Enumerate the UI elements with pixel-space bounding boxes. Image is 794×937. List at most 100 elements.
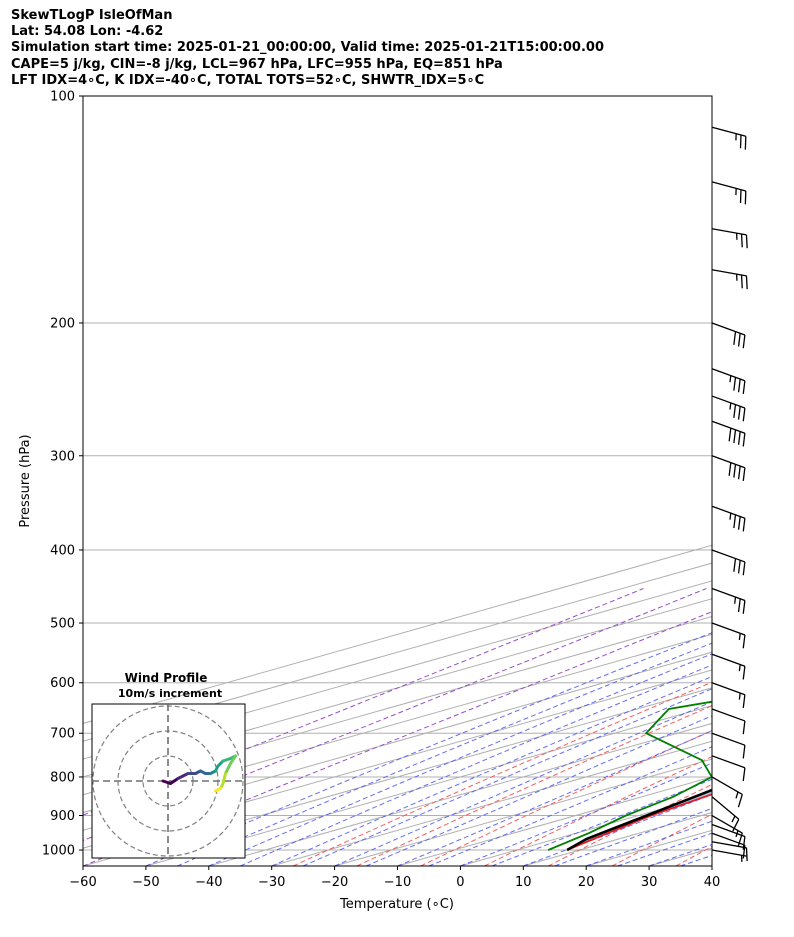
isotherm-line: [271, 740, 712, 866]
barb-half-flag: [738, 692, 741, 700]
barb-half-flag: [734, 597, 737, 604]
x-axis-ticks: −60 −50 −40 −30 −20 −10 0 10 20 30 40: [69, 866, 720, 890]
barb-staff: [711, 228, 747, 236]
dry-adiabat: [675, 845, 712, 866]
wind-barb: [711, 776, 743, 808]
barb-staff: [711, 814, 743, 834]
barb-flag: [737, 333, 741, 347]
barb-flag: [737, 794, 743, 808]
parcel-path-line: [566, 788, 712, 852]
wind-barb: [711, 796, 740, 832]
wind-barb: [711, 814, 743, 846]
moist-adiabat: [177, 642, 712, 866]
barb-flag: [733, 377, 737, 391]
barb-flag: [742, 634, 746, 649]
wind-barb: [711, 126, 747, 150]
moist-adiabat: [617, 832, 712, 866]
hodograph-segment: [169, 777, 180, 785]
barb-flag: [742, 845, 746, 859]
barb-flag: [742, 836, 746, 850]
barb-flag: [737, 378, 741, 393]
wind-barb: [711, 682, 746, 709]
dry-adiabat: [548, 783, 712, 866]
barb-staff: [711, 322, 746, 336]
barb-staff: [711, 181, 746, 192]
barb-staff: [711, 269, 747, 277]
barb-staff: [711, 420, 746, 434]
y-tick-label: 400: [50, 543, 75, 558]
wind-barb: [711, 755, 746, 782]
wind-barb: [711, 587, 746, 614]
wind-barb: [711, 455, 746, 482]
barb-flag: [742, 467, 746, 482]
moist-adiabat: [271, 675, 712, 866]
y-axis-label: Pressure (hPa): [18, 434, 33, 527]
barb-staff: [711, 126, 746, 137]
moist-adiabat: [648, 844, 712, 866]
hodograph-inset: Wind Profile 10m/s increment: [91, 671, 246, 859]
isotherm-line: [397, 776, 712, 866]
barb-flag: [733, 429, 737, 444]
barb-half-flag: [729, 513, 732, 520]
barb-flag: [742, 380, 746, 395]
barb-half-flag: [738, 664, 741, 672]
dry-adiabat: [484, 756, 712, 866]
hodograph-segment: [221, 772, 227, 785]
x-tick-label: 40: [704, 875, 721, 890]
dry-adiabats: [292, 96, 794, 866]
barb-flag: [745, 234, 748, 249]
mixing-ratio-lines: [83, 588, 712, 866]
wind-barb: [711, 505, 746, 532]
barb-flag: [737, 465, 741, 480]
moist-adiabat: [428, 746, 712, 866]
barb-flag: [742, 600, 746, 614]
barb-staff: [711, 455, 746, 469]
hodograph-segment: [214, 787, 222, 793]
barb-staff: [711, 841, 747, 849]
barb-half-flag: [735, 791, 739, 799]
moist-adiabat: [491, 778, 712, 866]
barb-flag: [745, 275, 748, 290]
barb-staff: [711, 755, 746, 769]
barb-staff: [711, 549, 746, 563]
x-tick-label: 0: [456, 875, 464, 890]
barb-flag: [745, 847, 748, 862]
moist-adiabat: [554, 807, 712, 866]
y-tick-label: 200: [50, 316, 75, 331]
hodograph-segment: [224, 762, 232, 775]
isotherm-line: [83, 669, 712, 849]
moist-adiabat: [397, 730, 712, 866]
instability-parameters: CAPE=5 j/kg, CIN=-8 j/kg, LCL=967 hPa, L…: [11, 56, 503, 72]
profile-lines: [547, 700, 712, 852]
barb-staff: [711, 823, 746, 838]
isotherm-line: [83, 687, 712, 866]
wind-barb: [711, 708, 746, 735]
y-tick-label: 600: [50, 676, 75, 691]
barb-flag: [733, 514, 737, 529]
moist-adiabat: [145, 632, 712, 866]
x-tick-label: 20: [578, 875, 595, 890]
barb-staff: [711, 776, 743, 796]
barb-flag: [742, 745, 746, 759]
dry-adiabat: [740, 96, 794, 866]
barb-flag: [737, 560, 741, 574]
barb-staff: [711, 368, 746, 382]
hodograph-segment: [229, 754, 237, 765]
wind-barb: [711, 395, 746, 422]
x-tick-label: −20: [321, 875, 348, 890]
y-tick-label: 900: [50, 809, 75, 824]
barb-flag: [737, 598, 741, 613]
barb-flag: [740, 274, 743, 289]
dry-adiabat: [356, 705, 712, 866]
barb-flag: [733, 464, 737, 478]
barb-flag: [742, 561, 746, 576]
barb-staff: [711, 587, 746, 602]
barb-flag: [733, 331, 737, 345]
x-tick-label: 10: [515, 875, 532, 890]
wind-barb: [711, 368, 746, 395]
isotherm-line: [334, 758, 712, 866]
moist-adiabat: [523, 793, 712, 866]
barb-flag: [742, 407, 746, 422]
wind-barb: [711, 732, 746, 759]
